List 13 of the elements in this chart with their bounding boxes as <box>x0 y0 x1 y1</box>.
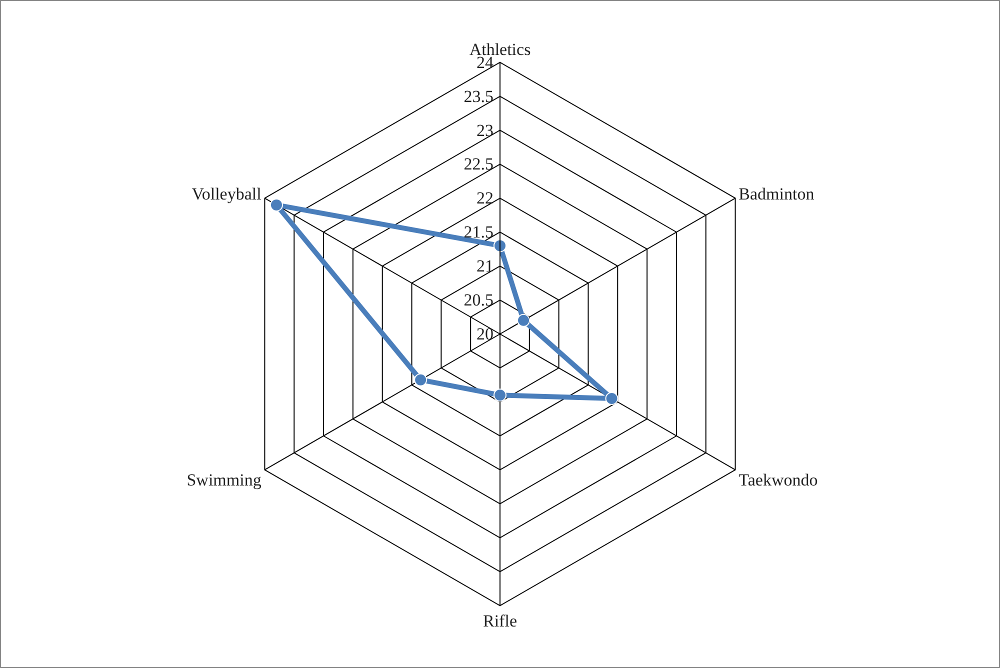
y-tick-label: 21.5 <box>464 222 494 242</box>
y-tick-label: 20.5 <box>464 290 494 310</box>
spoke-label: Swimming <box>186 470 262 490</box>
spoke-label: Badminton <box>738 184 815 204</box>
y-tick-label: 23 <box>476 120 494 140</box>
y-tick-label: 20 <box>476 324 494 344</box>
spoke-label: Taekwondo <box>738 470 818 490</box>
spoke-label: Rifle <box>483 612 517 631</box>
y-tick-label: 23.5 <box>464 86 494 106</box>
y-tick-label: 22.5 <box>464 154 494 174</box>
spoke-label: Volleyball <box>192 184 262 204</box>
y-tick-label: 21 <box>476 256 494 276</box>
y-tick-label: 22 <box>476 188 494 208</box>
